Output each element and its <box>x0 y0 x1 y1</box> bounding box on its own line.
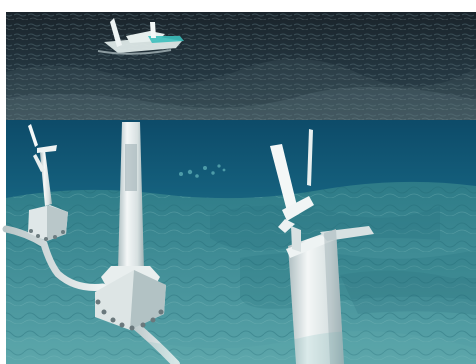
top-border <box>0 0 476 12</box>
seabed-highlights <box>6 270 476 364</box>
turbine-icon-center <box>95 122 166 331</box>
turbine-icon-left <box>28 124 68 241</box>
vessel-icon <box>97 18 184 55</box>
sea-surface <box>6 12 476 120</box>
bubble-trail <box>179 164 226 178</box>
left-border <box>0 0 6 364</box>
underwater-background <box>6 120 476 364</box>
turbine-icon-right <box>270 129 374 364</box>
